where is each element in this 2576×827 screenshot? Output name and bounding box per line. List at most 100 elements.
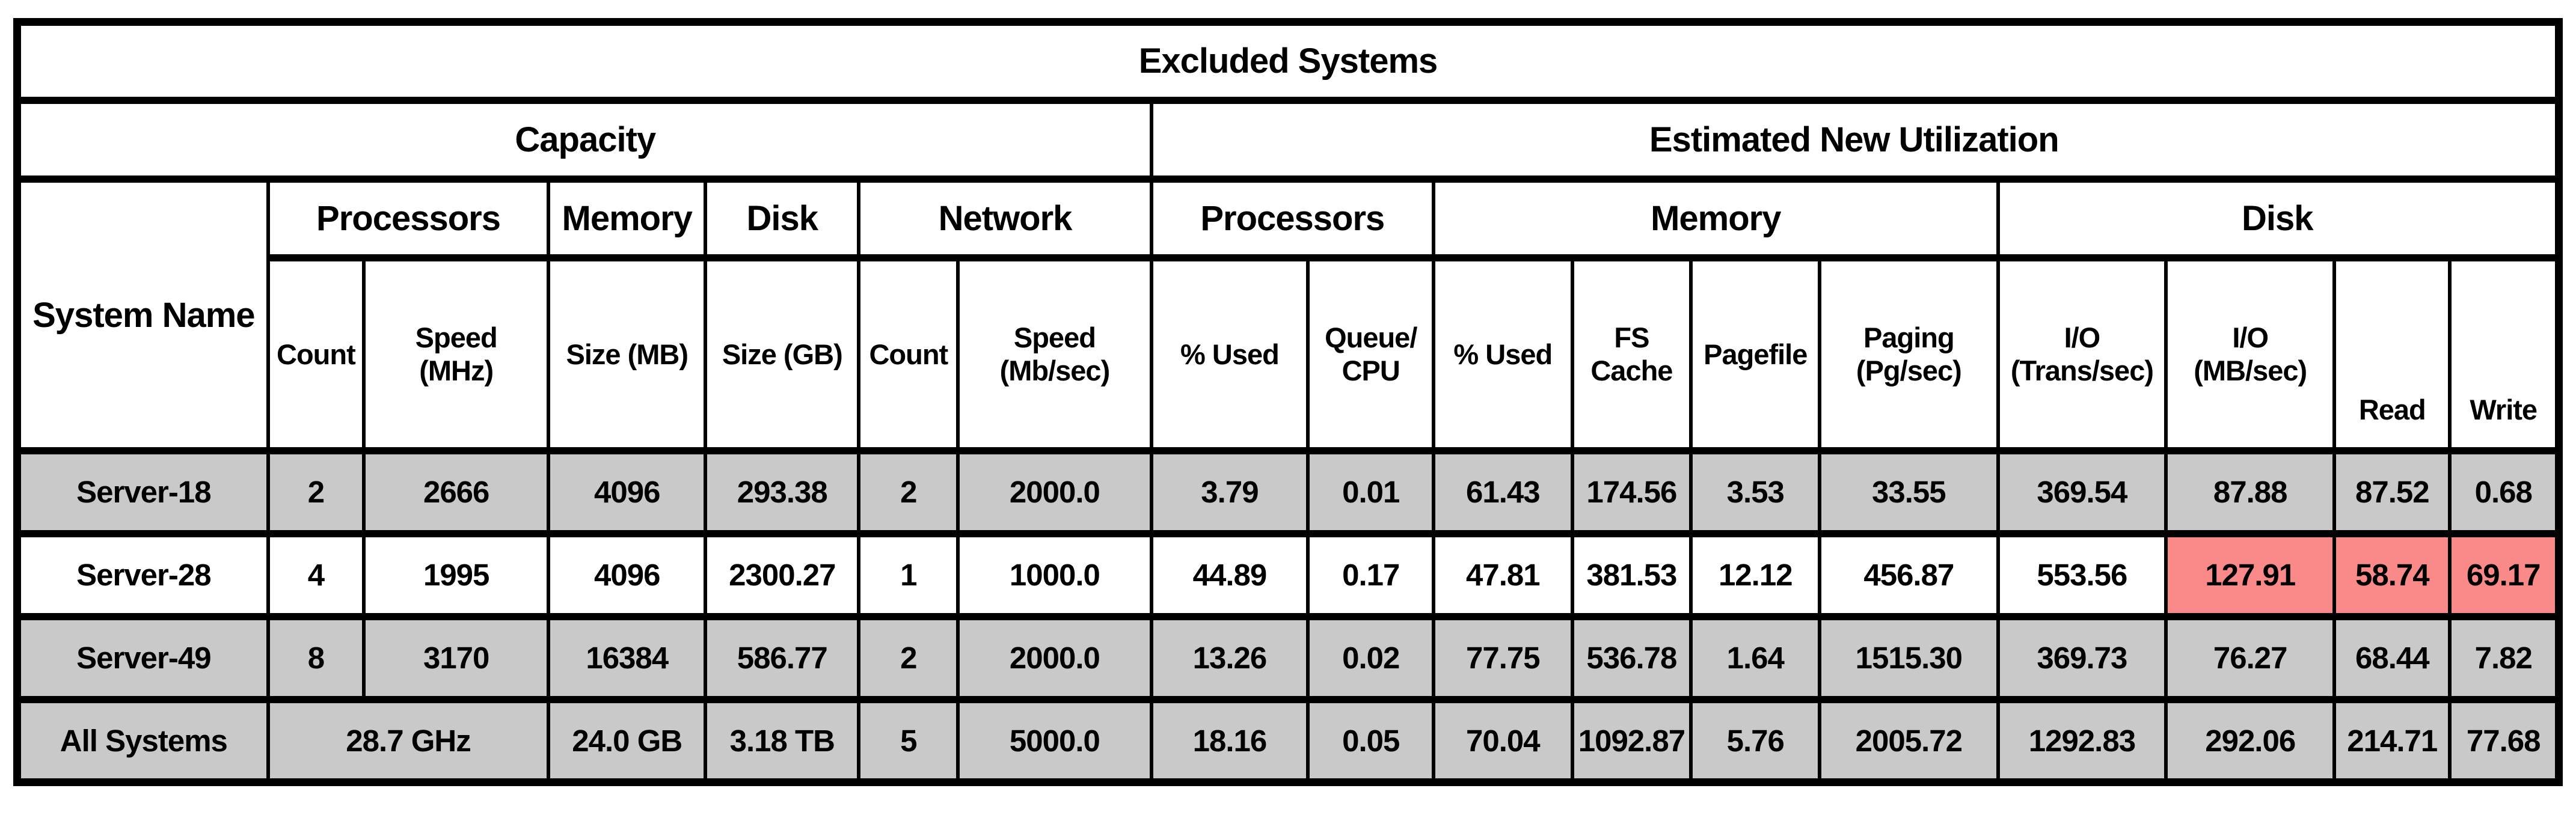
col-header-network-count: Count	[857, 254, 960, 454]
table-cell: 2300.27	[704, 529, 861, 620]
table-cell: 44.89	[1149, 529, 1310, 620]
col-header-pagefile: Pagefile	[1689, 254, 1822, 454]
table-cell: 1995	[362, 529, 551, 620]
col-header-proc-pct-used: % Used	[1149, 254, 1310, 454]
table-cell: 77.68	[2448, 695, 2561, 786]
col-header-disk-size-gb: Size (GB)	[704, 254, 861, 454]
totals-network-speed-cell: 5000.0	[956, 695, 1153, 786]
table-cell: 77.75	[1432, 612, 1574, 703]
table-cell: 2666	[362, 447, 551, 537]
table-row-server-28: Server-28 4 1995 4096 2300.27 1 1000.0 4…	[15, 529, 2561, 620]
table-cell: 5.76	[1689, 695, 1822, 786]
col-header-queue-per-cpu: Queue/ CPU	[1306, 254, 1436, 454]
section-header-estimated-new-utilization: Estimated New Utilization	[1149, 96, 2561, 183]
table-cell: 1092.87	[1570, 695, 1693, 786]
table-cell: 3.53	[1689, 447, 1822, 537]
table-cell: 214.71	[2332, 695, 2452, 786]
col-header-io-trans-sec: I/O (Trans/sec)	[1996, 254, 2168, 454]
table-cell: 2	[266, 447, 366, 537]
table-cell: 2005.72	[1818, 695, 2000, 786]
table-cell: 3.79	[1149, 447, 1310, 537]
table-cell: 33.55	[1818, 447, 2000, 537]
highlighted-cell-io-mb-sec: 127.91	[2164, 529, 2337, 620]
table-cell: 2000.0	[956, 447, 1153, 537]
table-cell: 586.77	[704, 612, 861, 703]
table-cell: 381.53	[1570, 529, 1693, 620]
table-row-server-49: Server-49 8 3170 16384 586.77 2 2000.0 1…	[15, 612, 2561, 703]
table-cell: 536.78	[1570, 612, 1693, 703]
col-header-io-mb-sec: I/O (MB/sec)	[2164, 254, 2337, 454]
table-cell: 2	[857, 612, 960, 703]
table-cell: 553.56	[1996, 529, 2168, 620]
group-header-utilization-processors: Processors	[1149, 175, 1436, 261]
table-cell: 12.12	[1689, 529, 1822, 620]
table-row-all-systems: All Systems 28.7 GHz 24.0 GB 3.18 TB 5 5…	[15, 695, 2561, 786]
table-cell: 16384	[547, 612, 708, 703]
table-cell: 3170	[362, 612, 551, 703]
highlighted-cell-read: 58.74	[2332, 529, 2452, 620]
col-header-read: Read	[2332, 254, 2452, 454]
table-cell: 0.02	[1306, 612, 1436, 703]
table-cell: 293.38	[704, 447, 861, 537]
table-cell: 13.26	[1149, 612, 1310, 703]
totals-processors-cell: 28.7 GHz	[266, 695, 551, 786]
table-cell: 1000.0	[956, 529, 1153, 620]
highlighted-cell-io-mb-sec: 76.27	[2164, 612, 2337, 703]
col-header-mem-pct-used: % Used	[1432, 254, 1574, 454]
table-cell: 8	[266, 612, 366, 703]
table-cell: 18.16	[1149, 695, 1310, 786]
table-cell: 47.81	[1432, 529, 1574, 620]
system-name-cell-all-systems: All Systems	[15, 695, 270, 786]
table-cell: 0.17	[1306, 529, 1436, 620]
col-header-system-name: System Name	[15, 175, 270, 454]
col-header-fs-cache: FS Cache	[1570, 254, 1693, 454]
section-header-capacity: Capacity	[15, 96, 1153, 183]
totals-disk-cell: 3.18 TB	[704, 695, 861, 786]
table-cell: 1515.30	[1818, 612, 2000, 703]
highlighted-cell-write: 7.82	[2448, 612, 2561, 703]
table-cell: 1	[857, 529, 960, 620]
system-name-cell: Server-49	[15, 612, 270, 703]
table-cell: 0.05	[1306, 695, 1436, 786]
table-cell: 4096	[547, 529, 708, 620]
highlighted-cell-write: 0.68	[2448, 447, 2561, 537]
table-title: Excluded Systems	[15, 18, 2561, 104]
table-cell: 456.87	[1818, 529, 2000, 620]
table-cell: 4	[266, 529, 366, 620]
table-cell: 2000.0	[956, 612, 1153, 703]
table-cell: 61.43	[1432, 447, 1574, 537]
table-cell: 174.56	[1570, 447, 1693, 537]
col-header-network-speed-mb-sec: Speed (Mb/sec)	[956, 254, 1153, 454]
table-cell: 369.54	[1996, 447, 2168, 537]
highlighted-cell-read: 68.44	[2332, 612, 2452, 703]
highlighted-cell-read: 87.52	[2332, 447, 2452, 537]
col-header-paging-pg-sec: Paging (Pg/sec)	[1818, 254, 2000, 454]
table-cell: 4096	[547, 447, 708, 537]
table-cell: 292.06	[2164, 695, 2337, 786]
table-row-server-18: Server-18 2 2666 4096 293.38 2 2000.0 3.…	[15, 447, 2561, 537]
table-cell: 1.64	[1689, 612, 1822, 703]
group-header-utilization-disk: Disk	[1996, 175, 2561, 261]
group-header-capacity-processors: Processors	[266, 175, 551, 261]
totals-memory-cell: 24.0 GB	[547, 695, 708, 786]
group-header-capacity-memory: Memory	[547, 175, 708, 261]
highlighted-cell-io-mb-sec: 87.88	[2164, 447, 2337, 537]
highlighted-cell-write: 69.17	[2448, 529, 2561, 620]
excluded-systems-table: Excluded Systems Capacity Estimated New …	[13, 18, 2563, 786]
table-cell: 369.73	[1996, 612, 2168, 703]
col-header-memory-size-mb: Size (MB)	[547, 254, 708, 454]
table-cell: 70.04	[1432, 695, 1574, 786]
col-header-proc-speed-mhz: Speed (MHz)	[362, 254, 551, 454]
table-cell: 2	[857, 447, 960, 537]
group-header-utilization-memory: Memory	[1432, 175, 2000, 261]
system-name-cell: Server-18	[15, 447, 270, 537]
col-header-write: Write	[2448, 254, 2561, 454]
table-cell: 1292.83	[1996, 695, 2168, 786]
table-cell: 0.01	[1306, 447, 1436, 537]
totals-network-count-cell: 5	[857, 695, 960, 786]
system-name-cell: Server-28	[15, 529, 270, 620]
group-header-capacity-network: Network	[857, 175, 1153, 261]
group-header-capacity-disk: Disk	[704, 175, 861, 261]
col-header-proc-count: Count	[266, 254, 366, 454]
